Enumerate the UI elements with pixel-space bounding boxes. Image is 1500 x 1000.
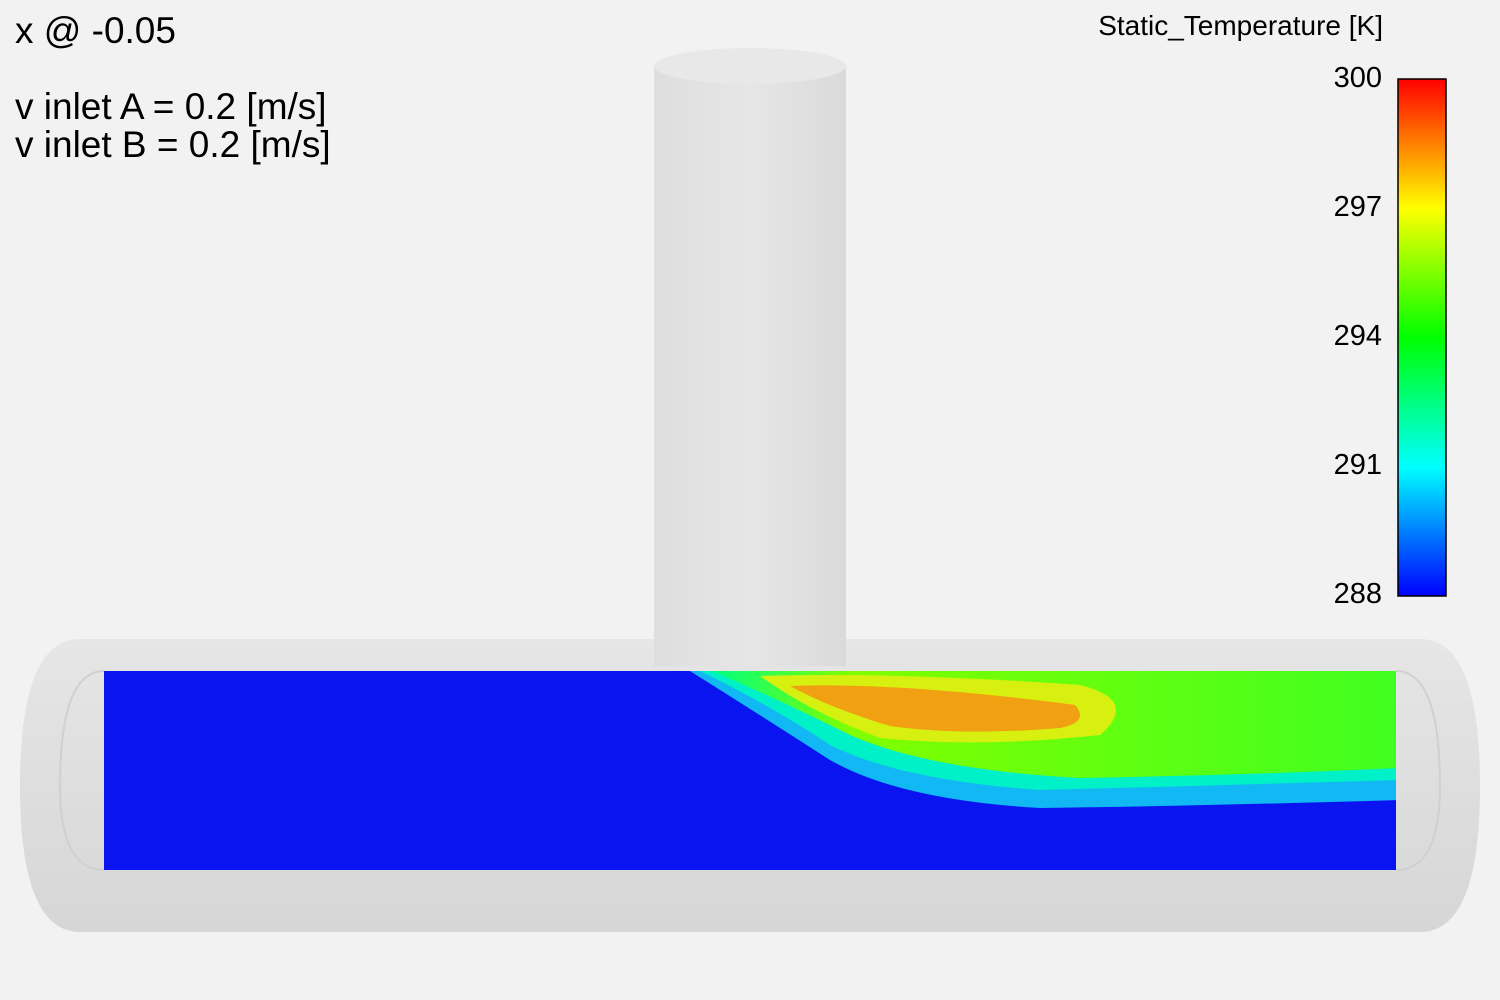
- inlet-b-velocity: v inlet B = 0.2 [m/s]: [15, 124, 331, 165]
- inlet-a-velocity: v inlet A = 0.2 [m/s]: [15, 86, 327, 127]
- hot-core: [790, 685, 1080, 732]
- legend-tick-min: 288: [1333, 578, 1382, 610]
- legend-colorbar: [1397, 78, 1447, 597]
- inlet-velocity-block: v inlet A = 0.2 [m/s] v inlet B = 0.2 [m…: [15, 88, 331, 164]
- legend-tick-max: 300: [1333, 62, 1382, 94]
- legend-tick-294: 294: [1333, 320, 1382, 352]
- section-position-label: x @ -0.05: [15, 10, 176, 51]
- temperature-contour: [104, 671, 1396, 870]
- branch-pipe: [654, 48, 846, 666]
- legend-tick-291: 291: [1333, 449, 1382, 481]
- legend-title: Static_Temperature [K]: [1098, 10, 1383, 41]
- legend-tick-297: 297: [1333, 191, 1382, 223]
